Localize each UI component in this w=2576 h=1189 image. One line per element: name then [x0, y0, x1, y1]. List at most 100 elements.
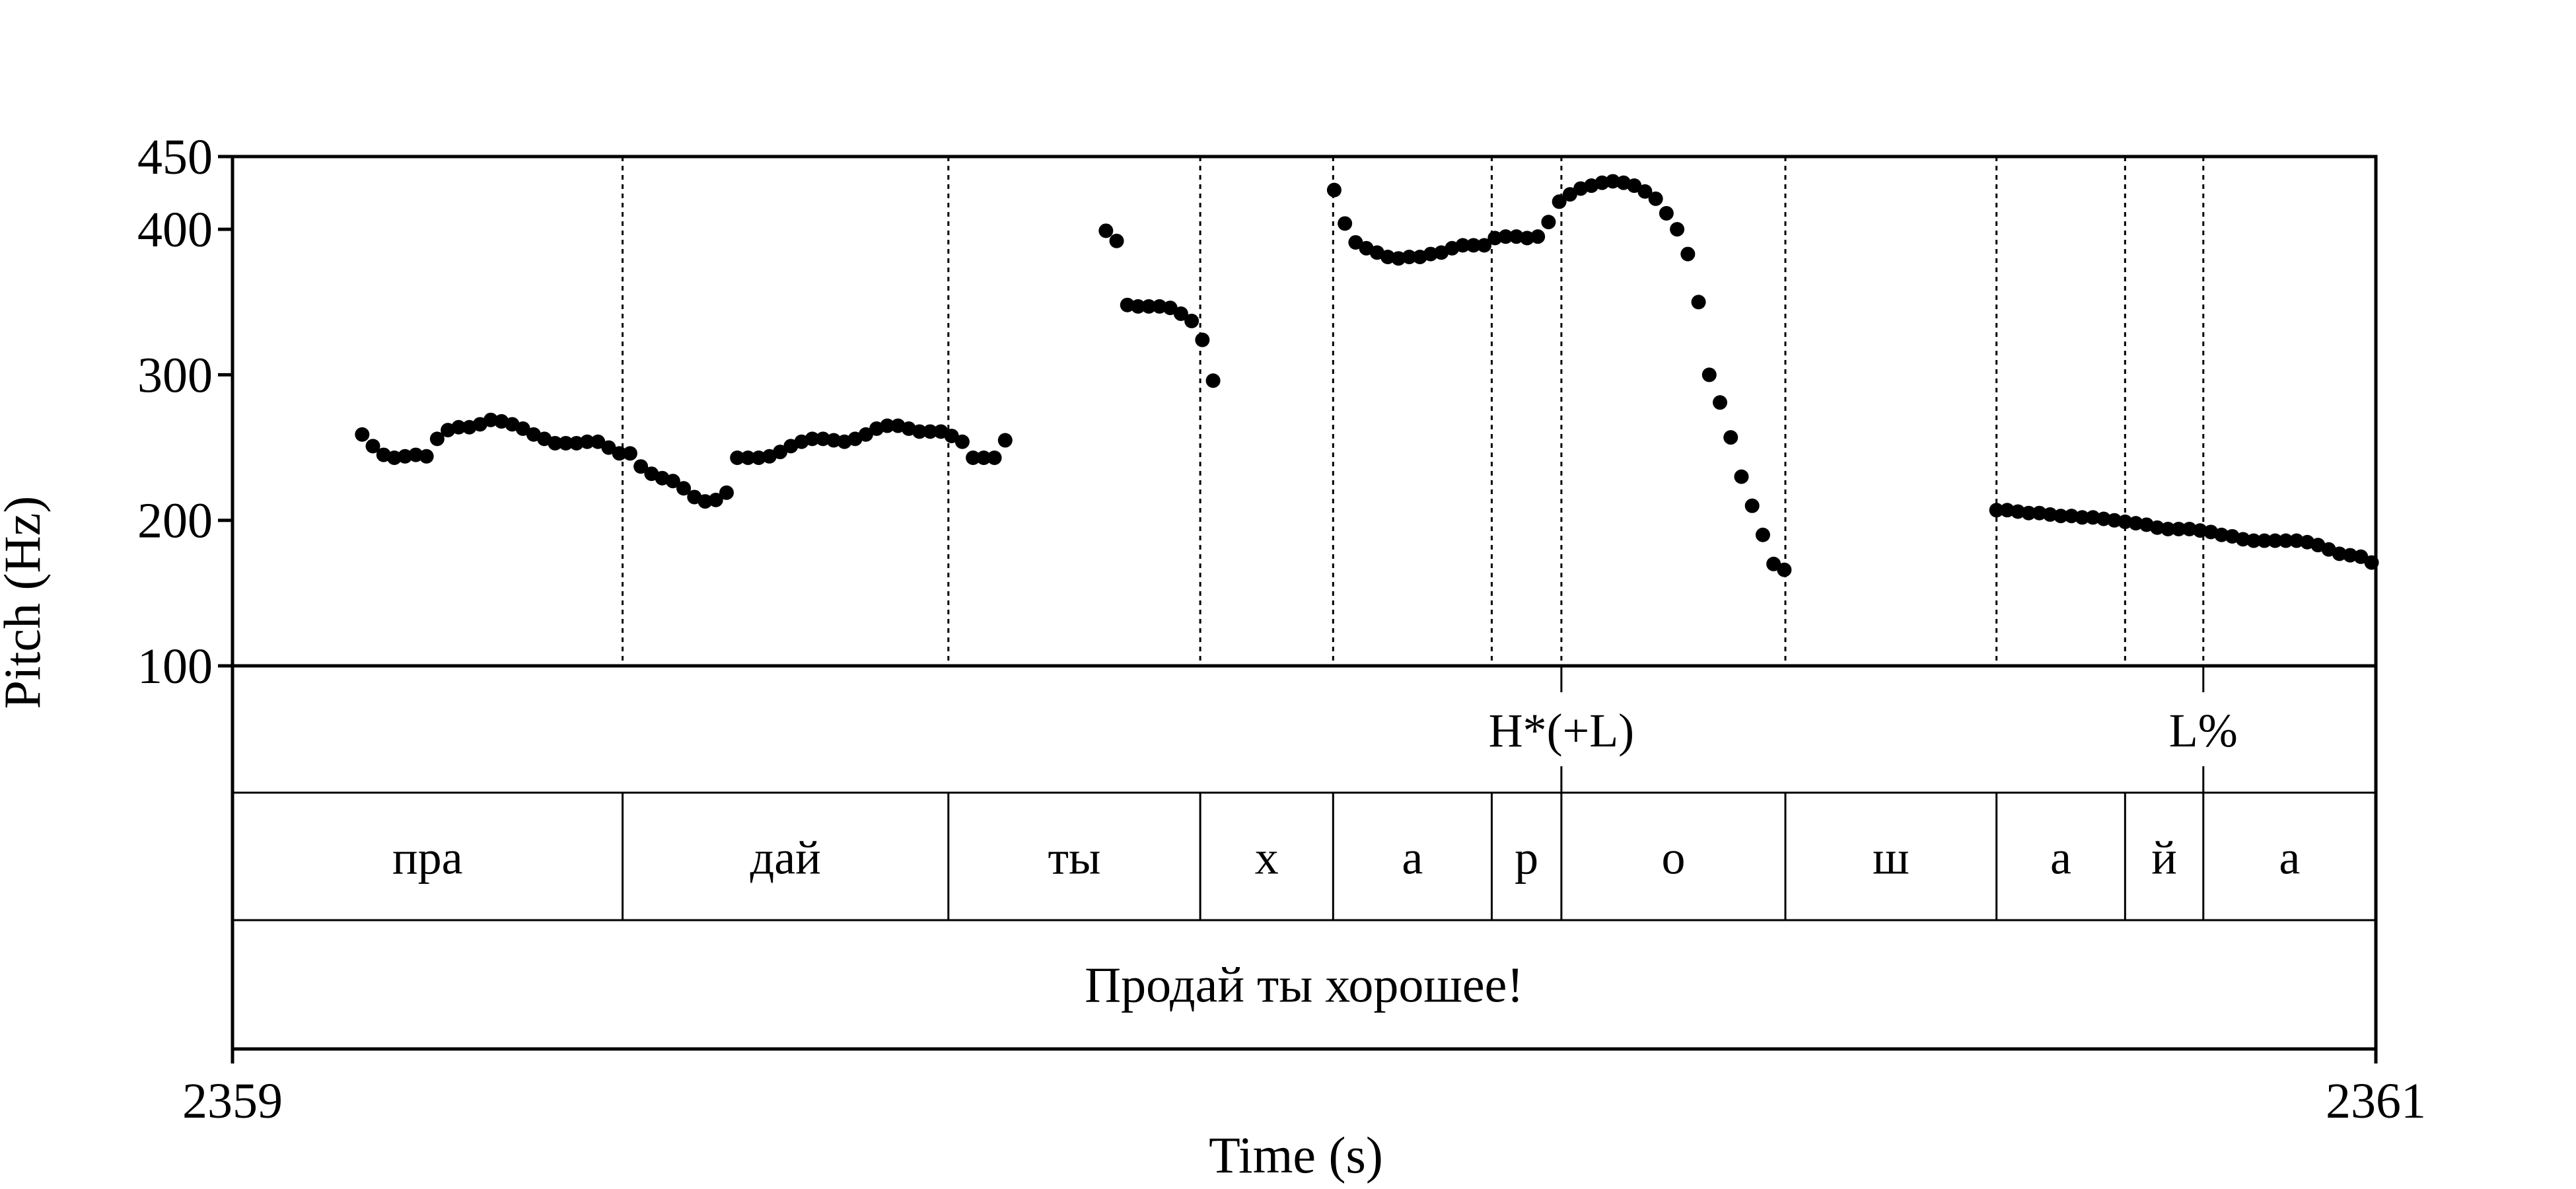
- pitch-point: [483, 412, 499, 427]
- pitch-point: [1152, 299, 1167, 314]
- pitch-point: [1755, 527, 1770, 542]
- y-tick-label: 300: [137, 347, 213, 403]
- pitch-point: [1594, 175, 1610, 190]
- pitch-point: [1605, 174, 1620, 189]
- pitch-points: [355, 174, 2379, 577]
- pitch-point: [1163, 301, 1178, 316]
- pitch-point: [2246, 533, 2262, 548]
- pitch-point: [365, 439, 380, 454]
- y-tick-label: 400: [137, 202, 213, 258]
- pitch-point: [429, 431, 445, 447]
- pitch-point: [966, 450, 981, 465]
- tone-label: L%: [2169, 704, 2238, 757]
- x-axis-label: Time (s): [1209, 1126, 1383, 1184]
- pitch-point: [1141, 299, 1157, 314]
- pitch-point: [1691, 295, 1706, 310]
- pitch-point: [1466, 238, 1481, 253]
- pitch-point: [740, 450, 756, 465]
- pitch-point: [1402, 249, 1417, 264]
- pitch-point: [2085, 510, 2100, 525]
- pitch-point: [1498, 229, 1513, 244]
- pitch-point: [1338, 216, 1353, 231]
- pitch-point: [2235, 532, 2250, 547]
- tier-labels: пра дай ты х а р о ш а й а H*(+L) L% Продай ты хороше…: [392, 704, 2300, 1013]
- syllable-label: а: [2050, 832, 2071, 884]
- pitch-point: [558, 435, 573, 450]
- pitch-point: [676, 481, 692, 496]
- axis-ticks: 450 400 300 200 100 2359 2361: [137, 129, 2426, 1129]
- pitch-point: [2171, 521, 2186, 536]
- pitch-point: [2353, 549, 2369, 564]
- pitch-point: [1777, 562, 1792, 577]
- pitch-point: [708, 492, 723, 507]
- pitch-point: [2332, 546, 2347, 561]
- pitch-point: [912, 424, 927, 439]
- pitch-point: [730, 450, 745, 465]
- pitch-point: [1713, 395, 1728, 410]
- pitch-point: [815, 431, 830, 447]
- pitch-point: [698, 494, 713, 509]
- pitch-point: [2150, 520, 2165, 535]
- tone-label: H*(+L): [1489, 704, 1635, 757]
- pitch-point: [880, 418, 895, 433]
- pitch-point: [2075, 510, 2090, 525]
- pitch-point: [580, 434, 595, 449]
- pitch-point: [1173, 306, 1188, 321]
- pitch-point: [1562, 187, 1577, 202]
- pitch-point: [2107, 513, 2122, 528]
- pitch-point: [408, 447, 423, 462]
- pitch-point: [1519, 231, 1534, 246]
- pitch-point: [2011, 504, 2026, 519]
- pitch-point: [1627, 178, 1642, 194]
- pitch-point: [1648, 191, 1663, 206]
- syllable-label: о: [1661, 832, 1685, 884]
- pitch-point: [2032, 505, 2047, 521]
- y-axis-label: Pitch (Hz): [0, 496, 51, 709]
- pitch-point: [1530, 229, 1546, 244]
- chart-frames: [231, 155, 2378, 1051]
- pitch-point: [398, 449, 413, 464]
- pitch-point: [1766, 556, 1781, 571]
- x-tick-label: 2359: [182, 1073, 283, 1129]
- syllable-label: ш: [1873, 832, 1909, 884]
- pitch-point: [2096, 511, 2111, 526]
- pitch-point: [773, 445, 788, 460]
- pitch-point: [1098, 223, 1114, 238]
- x-tick-label: 2361: [2326, 1073, 2426, 1129]
- pitch-point: [451, 419, 466, 435]
- pitch-point: [1326, 182, 1342, 198]
- pitch-point: [1391, 251, 1406, 266]
- pitch-point: [2064, 509, 2079, 524]
- pitch-point: [2289, 533, 2304, 548]
- pitch-point: [1348, 234, 1363, 250]
- syllable-label: ты: [1048, 832, 1101, 884]
- pitch-point: [987, 450, 1002, 465]
- pitch-point: [954, 434, 970, 449]
- pitch-point: [997, 433, 1013, 448]
- pitch-point: [548, 435, 563, 450]
- pitch-point: [858, 427, 873, 442]
- pitch-point: [1723, 430, 1738, 445]
- pitch-point: [633, 459, 649, 474]
- pitch-point: [1680, 246, 1696, 262]
- pitch-point: [386, 450, 402, 465]
- pitch-point: [2214, 527, 2229, 542]
- y-tick-label: 200: [137, 493, 213, 549]
- tone-tier-frame: [231, 665, 2377, 794]
- y-tick-label: 450: [137, 129, 213, 185]
- pitch-point: [1380, 249, 1396, 264]
- pitch-point: [665, 474, 680, 489]
- pitch-point: [805, 431, 820, 447]
- syllable-label: а: [2279, 832, 2300, 884]
- pitch-point: [944, 428, 959, 443]
- pitch-point: [976, 450, 991, 465]
- pitch-point: [2053, 509, 2068, 524]
- pitch-point: [1131, 299, 1146, 314]
- sentence-label: Продай ты хорошее!: [1085, 958, 1523, 1013]
- pitch-point: [2042, 507, 2057, 522]
- pitch-frame: [231, 155, 2378, 668]
- pitch-point: [2182, 521, 2197, 536]
- pitch-point: [355, 427, 370, 442]
- pitch-point: [1195, 332, 1210, 347]
